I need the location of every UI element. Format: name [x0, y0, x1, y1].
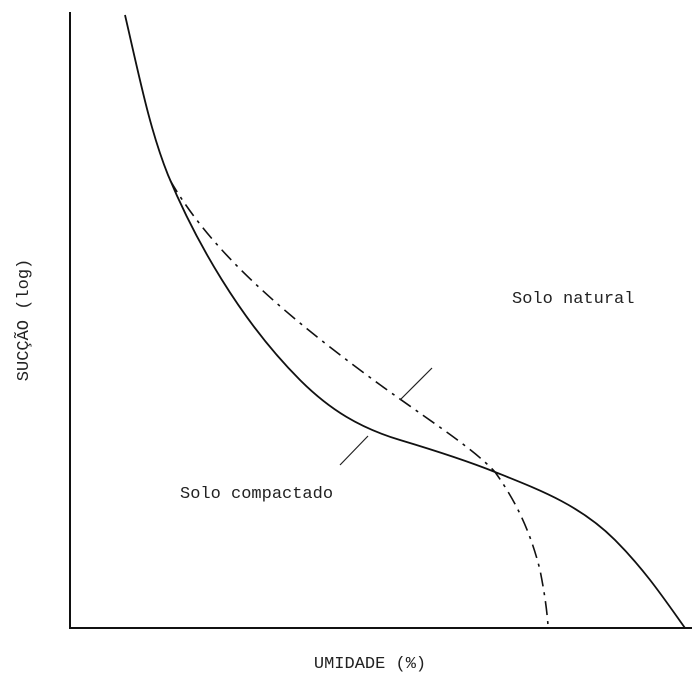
annotation: Solo natural [512, 290, 634, 309]
leader-compacted [339, 435, 369, 466]
natural-curve [169, 179, 549, 626]
x-axis-label: UMIDADE (%) [314, 655, 426, 674]
leader-natural [399, 367, 433, 401]
annotation: Solo compactado [180, 485, 333, 504]
y-axis-label: SUCÇÃO (log) [14, 259, 34, 381]
compacted-curve [124, 14, 686, 629]
